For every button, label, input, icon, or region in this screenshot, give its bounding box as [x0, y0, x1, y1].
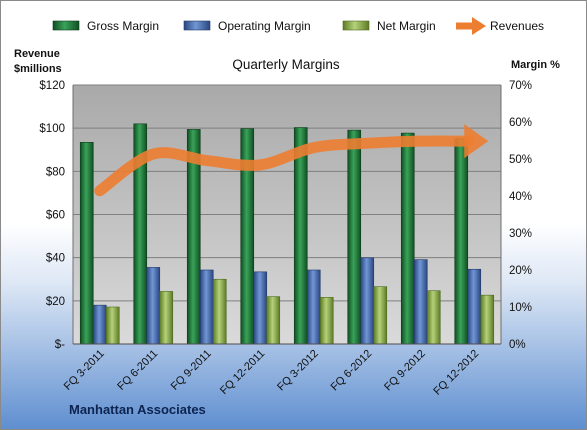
net-margin-bar — [105, 306, 120, 345]
x-tick-label: FQ 3-2011 — [62, 348, 107, 393]
net-margin-bar — [319, 297, 334, 345]
net-margin-bar — [426, 290, 441, 345]
operating-margin-bar — [199, 269, 214, 345]
x-tick-label: FQ 6-2011 — [115, 348, 160, 393]
x-tick-label: FQ 12-2011 — [218, 348, 267, 397]
operating-margin-bar — [92, 304, 107, 345]
operating-margin-bar — [306, 269, 321, 345]
revenues-line — [94, 135, 474, 197]
net-margin-bar — [212, 278, 227, 345]
gross-margin-bar — [79, 142, 94, 345]
revenue-line — [94, 124, 489, 197]
gross-margin-bar — [454, 138, 469, 345]
left-axis-title-line1: Revenue — [14, 48, 60, 60]
right-tick-label: 0% — [509, 339, 526, 351]
x-tick-label: FQ 12-2012 — [431, 348, 481, 398]
bar-series — [79, 123, 495, 345]
net-margin-legend-label: Net Margin — [377, 19, 436, 33]
right-tick-label: 30% — [509, 228, 532, 240]
net-margin-bar — [266, 296, 281, 345]
right-tick-label: 70% — [509, 80, 532, 92]
net-margin-bar — [159, 291, 174, 345]
x-tick-label: FQ 9-2012 — [382, 348, 428, 394]
operating-margin-bar — [360, 257, 375, 345]
right-tick-label: 10% — [509, 302, 532, 314]
left-tick-label: $100 — [39, 123, 65, 135]
left-tick-label: $80 — [46, 166, 65, 178]
right-tick-label: 50% — [509, 154, 532, 166]
operating-margin-bar — [146, 267, 161, 345]
left-tick-label: $120 — [39, 80, 65, 92]
company-label: Manhattan Associates — [69, 402, 206, 417]
right-tick-label: 40% — [509, 191, 532, 203]
revenues-legend-label: Revenues — [490, 19, 544, 33]
right-tick-label: 20% — [509, 265, 532, 277]
operating-margin-bar — [253, 271, 268, 345]
operating-margin-legend-swatch — [183, 20, 211, 31]
net-margin-bar — [373, 286, 388, 345]
x-tick-label: FQ 9-2011 — [169, 348, 214, 393]
left-tick-label: $60 — [46, 210, 65, 222]
gross-margin-legend-swatch — [52, 20, 80, 31]
left-tick-label: $- — [55, 339, 65, 351]
x-tick-label: FQ 3-2012 — [275, 348, 321, 394]
operating-margin-bar — [467, 268, 482, 345]
x-tick-label: FQ 6-2012 — [329, 348, 375, 394]
legend: Gross Margin Operating Margin Net Margin Re… — [52, 17, 544, 35]
left-tick-label: $40 — [46, 253, 65, 265]
revenues-arrowhead — [464, 124, 489, 159]
right-tick-label: 60% — [509, 117, 532, 129]
revenues-legend-arrowhead — [472, 17, 486, 35]
gross-margin-bar — [293, 127, 308, 345]
net-margin-bar — [480, 294, 495, 345]
gross-margin-legend-label: Gross Margin — [87, 19, 159, 33]
net-margin-legend-swatch — [342, 20, 370, 31]
chart-title: Quarterly Margins — [232, 57, 340, 72]
left-axis-title-line2: $millions — [14, 63, 62, 75]
left-tick-label: $20 — [46, 296, 65, 308]
gross-margin-bar — [347, 129, 362, 345]
operating-margin-legend-label: Operating Margin — [218, 19, 311, 33]
gross-margin-bar — [400, 132, 415, 345]
operating-margin-bar — [413, 259, 428, 345]
right-axis-title: Margin % — [511, 59, 560, 71]
